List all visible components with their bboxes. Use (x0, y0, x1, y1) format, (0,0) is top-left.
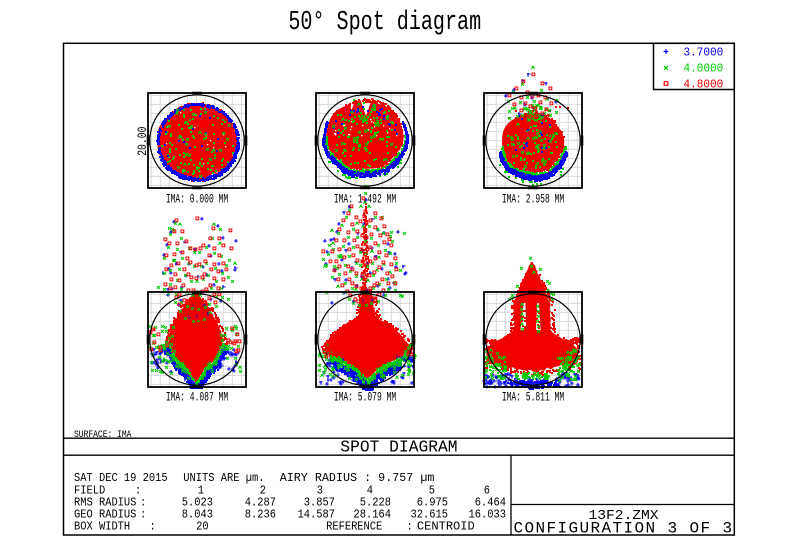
svg-text:28.164: 28.164 (353, 509, 391, 522)
svg-text:20: 20 (196, 521, 209, 534)
svg-text:20.00: 20.00 (136, 126, 151, 155)
svg-text:8.043: 8.043 (182, 509, 213, 522)
svg-text:32.615: 32.615 (410, 509, 448, 522)
svg-text:2: 2 (260, 485, 266, 498)
svg-text::: : (407, 521, 413, 534)
svg-text:4: 4 (367, 485, 373, 498)
svg-text:6.464: 6.464 (475, 497, 506, 510)
svg-text:4.8000: 4.8000 (684, 79, 724, 91)
svg-text:50° Spot diagram: 50° Spot diagram (288, 7, 481, 37)
svg-text:IMA: 1.492 MM: IMA: 1.492 MM (334, 193, 396, 207)
svg-text:6.975: 6.975 (417, 497, 448, 510)
svg-text:IMA: 5.079 MM: IMA: 5.079 MM (334, 391, 396, 405)
svg-text:1: 1 (198, 485, 204, 498)
svg-text:14.587: 14.587 (297, 509, 334, 522)
svg-text:IMA: 0.000 MM: IMA: 0.000 MM (166, 193, 228, 207)
svg-text:4.0000: 4.0000 (684, 63, 724, 75)
svg-text:3.857: 3.857 (304, 497, 335, 510)
svg-text:SURFACE: IMA: SURFACE: IMA (74, 428, 132, 440)
svg-text:4.287: 4.287 (245, 497, 276, 510)
svg-text:CENTROID: CENTROID (417, 520, 475, 534)
svg-text:FIELD: FIELD (74, 485, 105, 498)
svg-text::: : (135, 485, 141, 498)
svg-text:3.7000: 3.7000 (684, 47, 724, 59)
svg-text:RMS RADIUS: RMS RADIUS (74, 497, 137, 510)
svg-text:SPOT DIAGRAM: SPOT DIAGRAM (340, 437, 457, 456)
svg-text:IMA: 5.811 MM: IMA: 5.811 MM (502, 391, 564, 405)
svg-text:AIRY RADIUS : 9.757 µm: AIRY RADIUS : 9.757 µm (280, 471, 435, 485)
svg-text:8.236: 8.236 (245, 509, 276, 522)
svg-text::: : (140, 509, 146, 522)
svg-text::: : (150, 521, 156, 534)
svg-text:CONFIGURATION 3 OF 3: CONFIGURATION 3 OF 3 (514, 520, 734, 538)
svg-text::: : (140, 497, 146, 510)
svg-text:IMA: 2.958 MM: IMA: 2.958 MM (502, 193, 564, 207)
svg-text:3: 3 (317, 485, 323, 498)
svg-text:13F2.ZMX: 13F2.ZMX (589, 508, 660, 523)
svg-text:GEO RADIUS: GEO RADIUS (74, 509, 137, 522)
svg-text:5.023: 5.023 (182, 497, 213, 510)
svg-text:BOX WIDTH: BOX WIDTH (74, 521, 130, 534)
svg-text:16.033: 16.033 (468, 509, 506, 522)
svg-text:IMA: 4.087 MM: IMA: 4.087 MM (166, 391, 228, 405)
svg-text:REFERENCE: REFERENCE (326, 521, 382, 534)
svg-text:5: 5 (429, 485, 435, 498)
svg-text:SAT DEC 19 2015: SAT DEC 19 2015 (74, 473, 168, 486)
svg-text:6: 6 (484, 485, 490, 498)
svg-text:5.228: 5.228 (360, 497, 391, 510)
svg-text:UNITS ARE µm.: UNITS ARE µm. (183, 473, 264, 486)
